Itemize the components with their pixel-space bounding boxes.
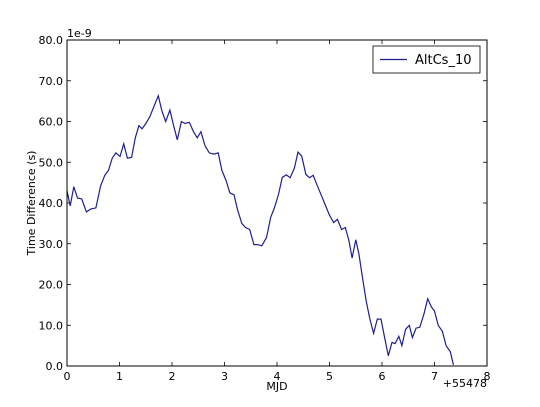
series-line — [66, 93, 454, 365]
y-tick-label: 70.0 — [39, 75, 64, 88]
x-offset-label: +55478 — [443, 377, 487, 390]
y-tick-label: 20.0 — [39, 279, 64, 292]
y-tick-label: 30.0 — [39, 238, 64, 251]
y-tick-label: 60.0 — [39, 116, 64, 129]
x-tick-label: 7 — [431, 370, 438, 383]
plot-frame — [66, 39, 488, 367]
x-tick-label: 1 — [116, 370, 123, 383]
x-axis-label: MJD — [266, 380, 287, 393]
y-tick-label: 10.0 — [39, 319, 64, 332]
y-axis-label: Time Difference (s) — [25, 151, 38, 257]
x-tick-label: 3 — [221, 370, 228, 383]
x-tick-label: 0 — [64, 370, 71, 383]
x-tick-label: 4 — [274, 370, 281, 383]
legend: AltCs_10 — [372, 45, 481, 74]
legend-label: AltCs_10 — [415, 53, 472, 68]
y-tick-label: 50.0 — [39, 156, 64, 169]
x-tick-label: 8 — [484, 370, 491, 383]
plot-background — [67, 40, 487, 366]
y-tick-label: 40.0 — [39, 197, 64, 210]
y-scale-label: 1e-9 — [67, 27, 92, 40]
x-tick-label: 6 — [379, 370, 386, 383]
x-tick-label: 2 — [169, 370, 176, 383]
y-tick-label: 80.0 — [39, 34, 64, 47]
x-tick-label: 5 — [326, 370, 333, 383]
y-tick-label: 0.0 — [46, 360, 64, 373]
axis-tick-labels: 0 1 2 3 4 5 6 7 80.010.020.030.040.050.060.070.0… — [39, 34, 491, 383]
